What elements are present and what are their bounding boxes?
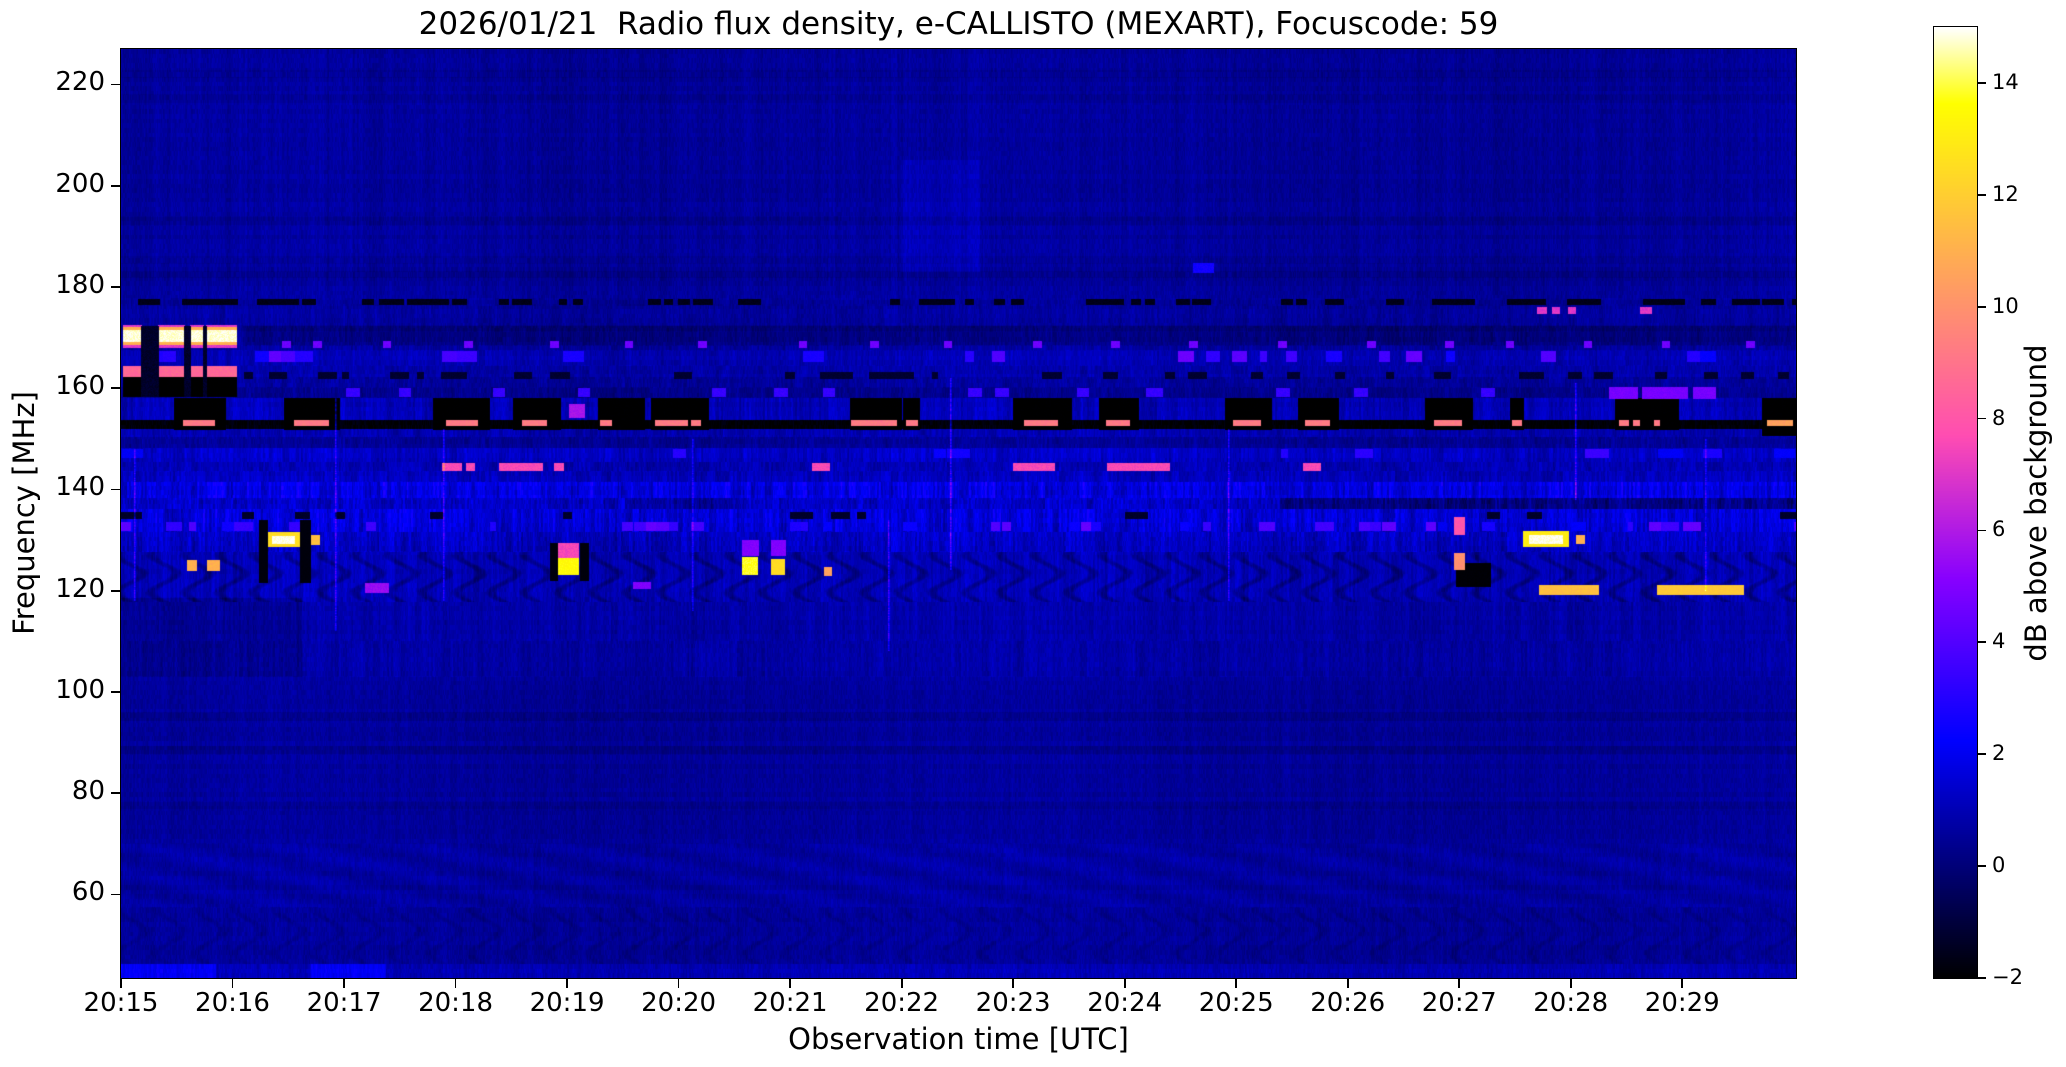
- x-tick-label: 20:24: [1087, 988, 1163, 1018]
- x-tick-label: 20:15: [83, 988, 159, 1018]
- x-tick-mark: [789, 978, 791, 988]
- y-tick-label: 100: [55, 674, 105, 705]
- x-tick-label: 20:28: [1533, 988, 1609, 1018]
- x-tick-label: 20:26: [1310, 988, 1386, 1018]
- chart-title: 2026/01/21 Radio flux density, e-CALLIST…: [418, 6, 1499, 42]
- colorbar-tick-mark: [1977, 529, 1986, 532]
- x-tick-mark: [120, 978, 122, 988]
- x-tick-label: 20:16: [195, 988, 270, 1018]
- x-tick-mark: [1681, 978, 1684, 988]
- x-tick-mark: [566, 978, 568, 988]
- colorbar-tick-mark: [1977, 82, 1986, 84]
- x-tick-mark: [1346, 978, 1349, 988]
- colorbar-tick-label: 6: [1992, 517, 2006, 542]
- colorbar-tick-mark: [1977, 641, 1986, 644]
- y-tick-mark: [111, 286, 121, 288]
- x-tick-label: 20:17: [306, 988, 382, 1018]
- colorbar-tick-mark: [1977, 753, 1986, 756]
- x-tick-label: 20:23: [975, 988, 1051, 1018]
- colorbar-tick-label: 14: [1992, 69, 2019, 94]
- plot-area: [119, 47, 1797, 979]
- colorbar-tick-mark: [1977, 977, 1986, 979]
- colorbar-tick-label: 4: [1992, 629, 2006, 654]
- x-tick-label: 20:19: [529, 988, 605, 1018]
- colorbar-label: dB above background: [2019, 344, 2053, 662]
- x-tick-mark: [900, 978, 903, 988]
- y-tick-mark: [111, 488, 121, 491]
- x-axis-label: Observation time [UTC]: [788, 1022, 1129, 1056]
- x-tick-mark: [1235, 978, 1238, 988]
- y-tick-label: 120: [55, 573, 105, 604]
- x-tick-mark: [1569, 978, 1572, 988]
- x-tick-mark: [1123, 978, 1126, 988]
- y-tick-mark: [111, 387, 121, 390]
- y-tick-label: 220: [55, 67, 105, 98]
- y-tick-mark: [111, 792, 121, 795]
- y-tick-label: 60: [71, 877, 105, 908]
- y-tick-mark: [111, 691, 121, 693]
- spectrogram-canvas: [120, 48, 1796, 978]
- colorbar-gradient-canvas: [1933, 26, 1977, 978]
- x-tick-mark: [1458, 978, 1461, 988]
- y-tick-label: 180: [55, 269, 105, 300]
- x-tick-label: 20:22: [864, 988, 940, 1018]
- x-tick-label: 20:18: [418, 988, 494, 1018]
- x-tick-label: 20:21: [752, 988, 828, 1018]
- colorbar-tick-mark: [1977, 305, 1986, 308]
- y-tick-mark: [111, 893, 121, 896]
- colorbar-tick-mark: [1977, 865, 1986, 867]
- colorbar: [1932, 25, 1978, 979]
- x-tick-label: 20:27: [1421, 988, 1497, 1018]
- colorbar-tick-label: 8: [1992, 405, 2006, 430]
- y-tick-label: 160: [55, 371, 105, 402]
- y-tick-label: 140: [55, 472, 105, 503]
- y-tick-label: 200: [55, 168, 105, 199]
- x-tick-label: 20:25: [1198, 988, 1274, 1018]
- y-tick-mark: [111, 83, 121, 86]
- x-tick-mark: [677, 978, 680, 988]
- x-tick-label: 20:20: [641, 988, 717, 1018]
- y-tick-label: 80: [71, 776, 105, 807]
- y-axis-label: Frequency [MHz]: [7, 391, 41, 635]
- colorbar-tick-mark: [1977, 417, 1986, 420]
- colorbar-tick-mark: [1977, 193, 1986, 196]
- colorbar-tick-label: 10: [1992, 293, 2019, 318]
- x-tick-mark: [343, 978, 345, 988]
- x-tick-mark: [454, 978, 457, 988]
- x-tick-label: 20:29: [1644, 988, 1720, 1018]
- colorbar-tick-label: 0: [1992, 853, 2006, 878]
- colorbar-tick-label: −2: [1992, 965, 2023, 989]
- x-tick-mark: [231, 978, 234, 988]
- y-tick-mark: [111, 589, 121, 592]
- colorbar-tick-label: 12: [1992, 181, 2019, 206]
- colorbar-tick-label: 2: [1992, 741, 2006, 766]
- y-tick-mark: [111, 184, 121, 187]
- x-tick-mark: [1012, 978, 1015, 988]
